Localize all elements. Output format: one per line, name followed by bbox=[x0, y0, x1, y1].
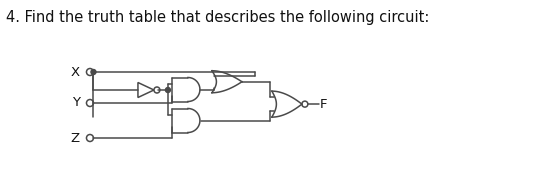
Text: 4. Find the truth table that describes the following circuit:: 4. Find the truth table that describes t… bbox=[6, 10, 429, 25]
Text: X: X bbox=[71, 66, 80, 78]
Text: Y: Y bbox=[72, 96, 80, 110]
Circle shape bbox=[166, 88, 171, 92]
Circle shape bbox=[91, 70, 96, 74]
Text: Z: Z bbox=[71, 132, 80, 145]
Text: F: F bbox=[320, 98, 327, 111]
